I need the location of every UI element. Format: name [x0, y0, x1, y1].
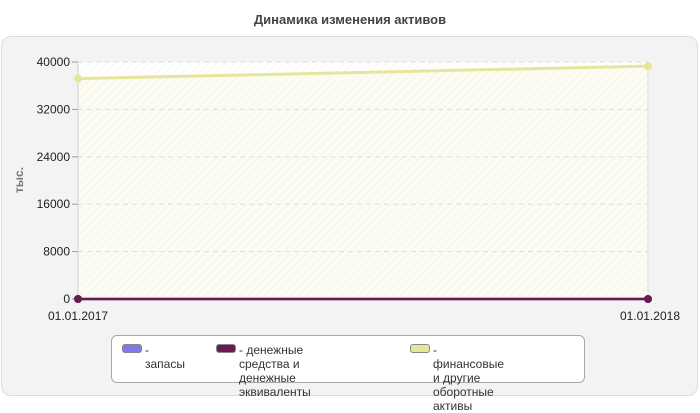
series [74, 62, 652, 303]
legend-swatch-zapasy [122, 344, 142, 353]
series-area-2 [78, 66, 648, 300]
legend-label-zapasy: запасы [145, 343, 185, 371]
areas [78, 66, 648, 300]
x-tick-label: 01.01.2018 [620, 309, 680, 323]
grid [78, 61, 648, 253]
y-tick-label: 32000 [37, 102, 71, 116]
y-tick-label: 0 [63, 292, 70, 306]
data-point-1-1[interactable] [644, 295, 652, 303]
data-point-2-0[interactable] [74, 74, 82, 83]
tick-labels: 0 8000 16000 24000 32000 40000 01.01.2017 01.01… [37, 55, 681, 323]
legend-label-financial: финансовые и другие оборотные активы [433, 343, 504, 413]
x-tick-label: 01.01.2017 [48, 309, 108, 323]
chart-svg: 0 8000 16000 24000 32000 40000 01.01.2017 01.01… [12, 55, 681, 323]
y-tick-label: 8000 [43, 245, 70, 259]
y-axis-label: тыс. [12, 167, 26, 193]
legend: запасы денежные средства и денежные экви… [111, 335, 585, 413]
plot-area [78, 62, 648, 299]
data-point-2-1[interactable] [644, 62, 652, 71]
legend-swatch-financial [410, 344, 430, 353]
y-tick-label: 24000 [37, 150, 71, 164]
legend-label-cash: денежные средства и денежные эквиваленты [239, 343, 311, 399]
data-point-1-0[interactable] [74, 295, 82, 303]
y-tick-label: 16000 [37, 197, 71, 211]
chart-title: Динамика изменения активов [253, 12, 447, 27]
y-tick-label: 40000 [37, 55, 71, 69]
series-line-2[interactable] [77, 64, 649, 81]
legend-swatch-cash [216, 344, 236, 353]
